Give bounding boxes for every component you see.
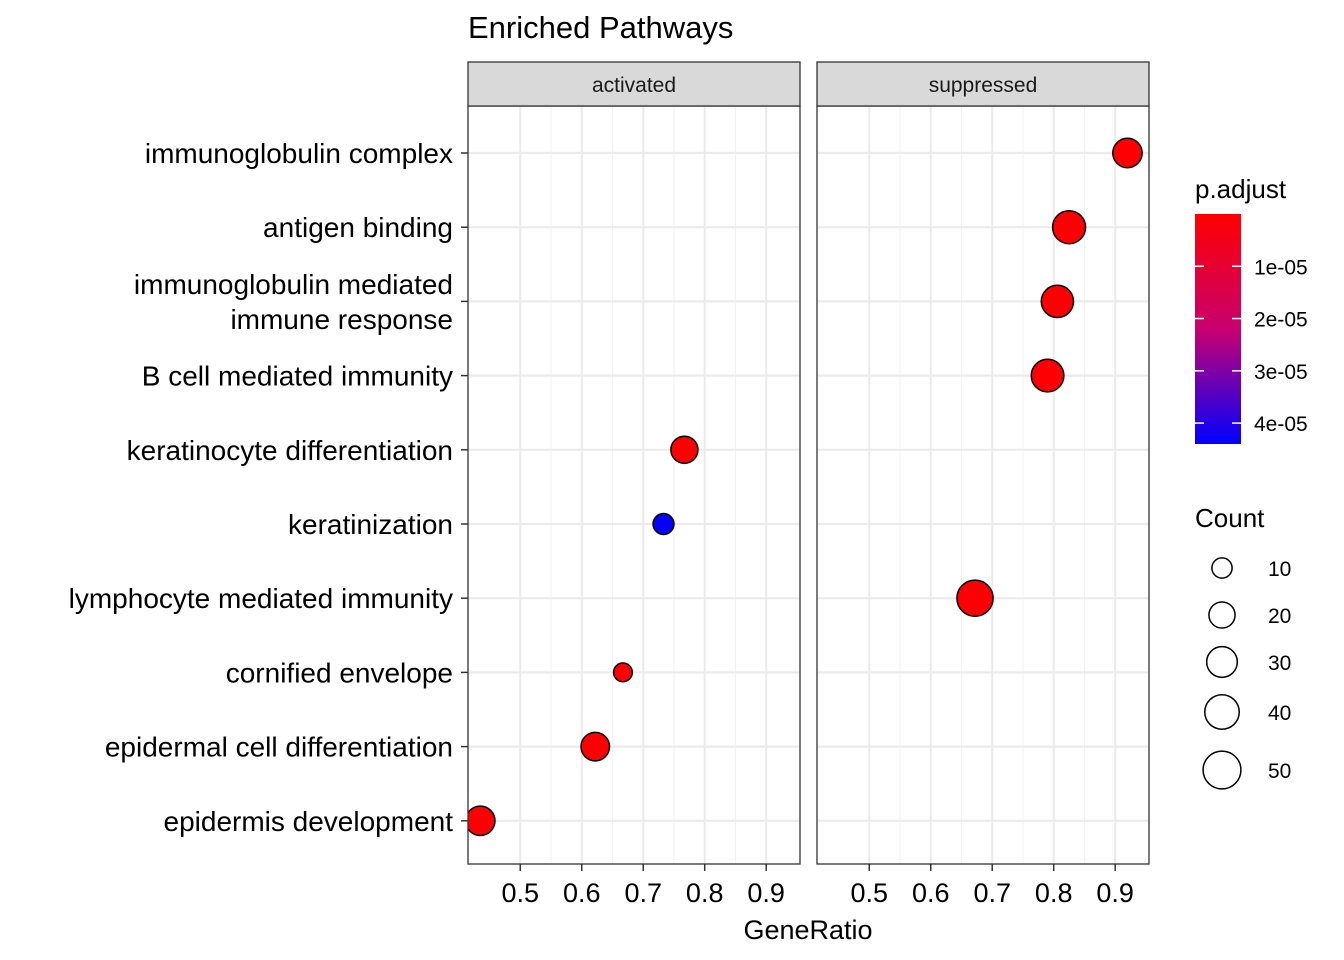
point-activated-keratinocyte-differentiation [670, 435, 699, 465]
size-legend-label: 10 [1268, 558, 1291, 581]
color-legend-bar [1195, 214, 1241, 444]
x-tick-label: 0.7 [624, 878, 662, 908]
x-tick-label: 0.8 [686, 878, 724, 908]
point-suppressed-b-cell-mediated-immunity [1030, 358, 1065, 393]
facet-panel-activated: activated 0.5 0.6 0.7 0.8 0.9 [467, 61, 801, 908]
chart-title: Enriched Pathways [468, 10, 733, 45]
x-tick-label: 0.7 [973, 878, 1011, 908]
x-tick-label: 0.9 [747, 878, 785, 908]
color-legend-label: 2e-05 [1254, 309, 1308, 332]
facet-strip-label: activated [592, 74, 676, 97]
x-tick-label: 0.8 [1035, 878, 1073, 908]
point-suppressed-immunoglobulin-mediated-immune-response [1040, 284, 1075, 319]
size-legend-title: Count [1195, 503, 1265, 533]
x-tick-label: 0.6 [563, 878, 601, 908]
points [956, 137, 1143, 618]
size-legend-key [1205, 645, 1239, 679]
panel-background [468, 106, 800, 864]
facet-panel-suppressed: suppressed 0.5 0.6 0.7 0.8 0.9 [816, 61, 1150, 908]
size-legend-key [1204, 694, 1240, 730]
y-tick-label: lymphocyte mediated immunity [69, 583, 453, 614]
color-legend: p.adjust 1e-05 2e-05 3e-05 4e-05 [1195, 174, 1308, 444]
x-tick-label: 0.9 [1096, 878, 1134, 908]
point-suppressed-immunoglobulin-complex [1112, 137, 1143, 169]
y-tick-label: antigen binding [263, 212, 453, 243]
y-tick-label: keratinization [288, 509, 453, 540]
point-suppressed-antigen-binding [1051, 209, 1087, 245]
facet-strip-label: suppressed [929, 74, 1038, 97]
size-legend: Count 10 20 30 40 50 [1195, 503, 1291, 790]
y-tick-label: immunoglobulin complex [145, 138, 453, 169]
y-tick-label: keratinocyte differentiation [127, 435, 453, 466]
size-legend-label: 40 [1268, 702, 1291, 725]
legends: p.adjust 1e-05 2e-05 3e-05 4e-05 Count 10 20 30 4… [1195, 174, 1308, 790]
x-tick-label: 0.6 [912, 878, 950, 908]
y-tick-label: epidermal cell differentiation [105, 732, 453, 763]
x-tick-label: 0.5 [850, 878, 888, 908]
size-legend-label: 50 [1268, 760, 1291, 783]
y-tick-label: B cell mediated immunity [142, 361, 453, 392]
y-tick-label: cornified envelope [226, 657, 453, 688]
y-axis: immunoglobulin complex antigen binding imm… [69, 138, 468, 837]
y-tick-label: immunoglobulin mediated immune response [134, 269, 453, 335]
point-activated-epidermis-development [468, 805, 496, 837]
size-legend-label: 20 [1268, 605, 1291, 628]
point-activated-keratinization [652, 512, 675, 536]
size-legend-label: 30 [1268, 652, 1291, 675]
x-tick-label: 0.5 [501, 878, 539, 908]
panel-background [817, 106, 1149, 864]
color-legend-label: 3e-05 [1254, 361, 1308, 384]
color-legend-label: 4e-05 [1254, 413, 1308, 436]
points [468, 435, 699, 837]
x-axis-label: GeneRatio [743, 915, 872, 945]
color-legend-label: 1e-05 [1254, 256, 1308, 279]
size-legend-key [1202, 750, 1242, 790]
color-legend-title: p.adjust [1195, 174, 1287, 204]
y-tick-label: epidermis development [164, 806, 454, 837]
size-legend-key [1208, 601, 1236, 629]
facet-strip [467, 61, 801, 107]
facet-strip [816, 61, 1150, 107]
facet-panels: activated 0.5 0.6 0.7 0.8 0.9 suppressed 0.5 0.6… [467, 61, 1150, 908]
point-activated-epidermal-cell-differentiation [580, 731, 611, 762]
size-legend-key [1211, 557, 1233, 579]
point-suppressed-lymphocyte-mediated-immunity [956, 579, 994, 618]
point-activated-cornified-envelope [612, 662, 634, 683]
